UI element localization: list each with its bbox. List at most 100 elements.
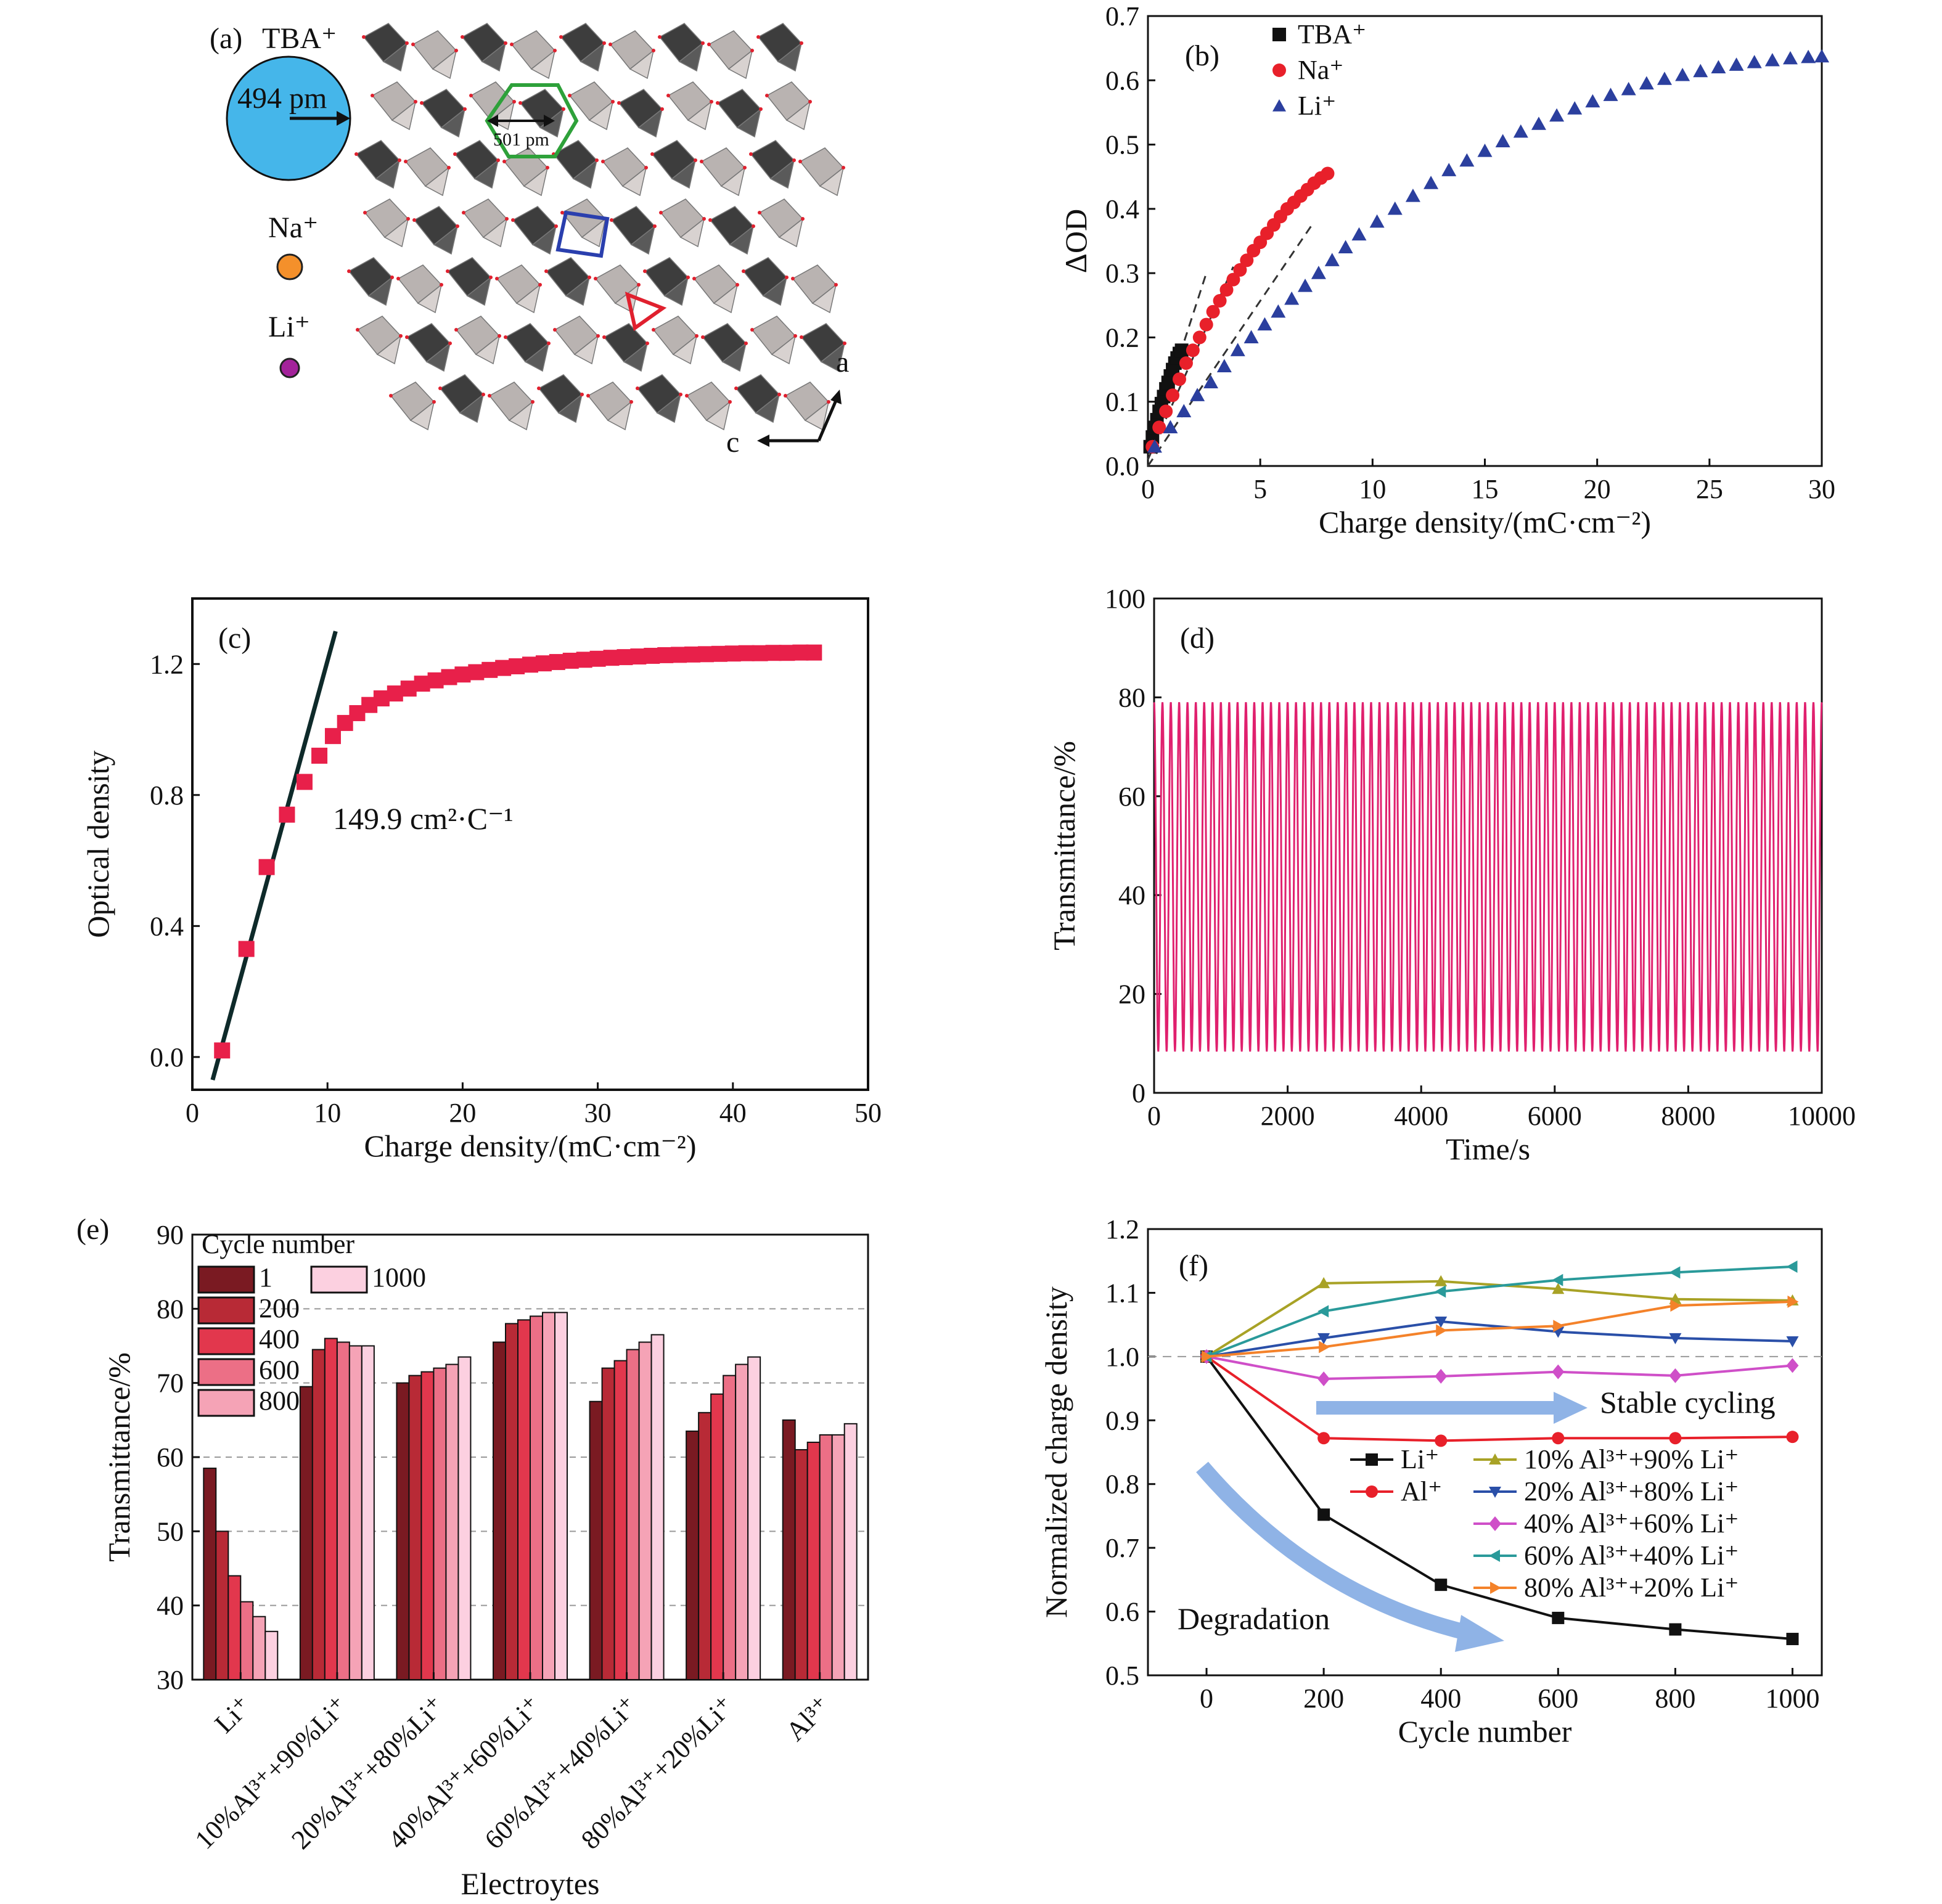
legend-marker	[1366, 1485, 1378, 1498]
data-point	[657, 647, 674, 663]
series-triangle	[1147, 49, 1829, 453]
data-point	[1311, 266, 1326, 279]
oxygen-atom	[700, 160, 703, 163]
oxygen-atom	[637, 283, 641, 287]
oxygen-atom	[448, 341, 452, 345]
data-point	[1553, 1320, 1565, 1333]
oxygen-atom	[504, 335, 507, 339]
series-square	[1143, 343, 1189, 454]
oxygen-atom	[695, 334, 699, 338]
data-point	[373, 690, 390, 707]
data-point	[1206, 304, 1220, 319]
oxygen-atom	[843, 341, 846, 345]
data-point	[509, 658, 525, 674]
oxygen-atom	[652, 328, 655, 332]
series-path	[1205, 1280, 1793, 1358]
legend-label: 20% Al³⁺+80% Li⁺	[1524, 1476, 1739, 1506]
y-axis-label: Transmittance/%	[102, 1352, 136, 1562]
x-tick-label: 1000	[1765, 1683, 1819, 1714]
data-point	[1387, 201, 1403, 215]
data-point	[1176, 404, 1192, 417]
series-line	[1202, 1295, 1799, 1363]
oxygen-atom	[685, 394, 689, 398]
crystal-lattice-image	[347, 23, 846, 431]
oxygen-atom	[629, 400, 633, 404]
octahedron-face	[729, 225, 755, 255]
data-point	[1338, 240, 1353, 254]
legend-label: Li⁺	[1401, 1444, 1439, 1474]
legend-marker	[1272, 63, 1286, 77]
data-point	[1435, 1275, 1448, 1286]
oxygen-atom	[461, 35, 464, 39]
plot-frame	[1153, 597, 1823, 1094]
x-tick-label: 20	[1584, 474, 1611, 504]
octahedron-face	[785, 100, 811, 131]
y-tick-label: 100	[1105, 584, 1145, 614]
data-point	[522, 656, 538, 673]
y-tick-label: 1.2	[1105, 1214, 1139, 1244]
legend-marker	[1489, 1550, 1500, 1562]
bar	[215, 1530, 229, 1680]
oxygen-atom	[411, 43, 415, 46]
data-point	[427, 672, 444, 688]
data-point	[238, 941, 255, 957]
oxygen-atom	[750, 328, 754, 332]
series-path	[1206, 1355, 1793, 1381]
bar	[517, 1319, 531, 1680]
legend-label: 600	[259, 1355, 300, 1385]
octahedron-face	[382, 42, 408, 72]
x-tick-label: 15	[1472, 474, 1499, 504]
data-point	[1552, 1283, 1565, 1294]
pore-width-label: 501 pm	[493, 129, 549, 150]
triangular-pore-outline	[625, 292, 667, 332]
x-tick-label: 800	[1655, 1683, 1695, 1714]
oxygen-atom	[710, 100, 713, 104]
octahedron-face	[705, 401, 731, 431]
data-point	[1271, 304, 1286, 318]
x-tick-label: 0	[1141, 474, 1155, 504]
data-point	[535, 655, 552, 672]
oxygen-atom	[644, 166, 648, 170]
data-point	[1435, 1434, 1448, 1447]
oxygen-atom	[553, 49, 557, 52]
x-tick-label: 50	[854, 1098, 882, 1128]
data-point	[1152, 420, 1166, 435]
plot-frame	[191, 597, 869, 1091]
data-point	[1729, 57, 1744, 71]
octahedron-face	[687, 100, 713, 131]
panel-a: (a) TBA⁺ 494 pm Na⁺ Li⁺ 501 pm c a	[210, 22, 849, 459]
oxygen-atom	[752, 224, 755, 228]
octahedron-face	[383, 218, 409, 248]
data-point	[1351, 227, 1367, 241]
data-point	[1552, 1273, 1563, 1286]
oxygen-atom	[686, 276, 690, 279]
data-point	[752, 645, 768, 661]
panel-label: (b)	[1185, 39, 1219, 72]
oxygen-atom	[454, 328, 458, 332]
bar	[311, 1349, 326, 1680]
data-point	[549, 654, 565, 671]
panel-c-chart: 0 10 20 30 40 50 0.0 0.4 0.8 1.2 Charge density/(m…	[81, 597, 882, 1163]
octahedron-face	[678, 42, 704, 72]
panel-f-chart: 0 200 400 600 800 1000 0.5 0.6 0.7 0.8 0.9 1.0 1.1 1.…	[1039, 1214, 1823, 1749]
series-path	[1206, 1300, 1793, 1358]
y-tick-label: 0.5	[1105, 130, 1139, 160]
data-point	[1552, 1611, 1565, 1624]
y-tick-label: 0.6	[1105, 65, 1139, 96]
octahedron-face	[473, 159, 499, 189]
octahedron-face	[481, 42, 507, 72]
y-tick-label: 0.0	[1105, 451, 1139, 481]
stable-cycling-arrow-shaft	[1316, 1401, 1557, 1415]
data-point	[630, 648, 647, 665]
oxygen-atom	[537, 386, 541, 390]
oxygen-atom	[405, 41, 409, 45]
data-point	[1317, 1305, 1329, 1318]
oxygen-atom	[716, 101, 719, 105]
oxygen-atom	[531, 400, 535, 404]
bar	[831, 1434, 845, 1680]
oxygen-atom	[481, 393, 485, 396]
data-point	[603, 650, 620, 666]
series-path	[1206, 1320, 1793, 1358]
legend-label: 200	[259, 1293, 300, 1323]
octahedron-face	[623, 342, 649, 372]
